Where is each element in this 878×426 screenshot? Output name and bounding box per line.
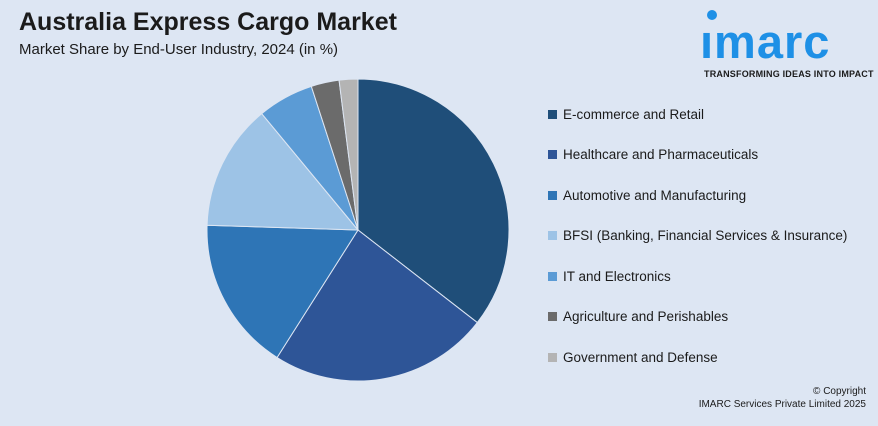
legend-label: Agriculture and Perishables xyxy=(563,309,729,324)
legend-item: BFSI (Banking, Financial Services & Insu… xyxy=(548,226,847,246)
copyright-notice: © Copyright IMARC Services Private Limit… xyxy=(699,385,866,411)
legend-swatch xyxy=(548,150,557,159)
legend-item: Government and Defense xyxy=(548,347,847,367)
chart-subtitle: Market Share by End-User Industry, 2024 … xyxy=(19,41,339,58)
logo-wordmark: ımarc xyxy=(700,15,831,68)
legend-item: Healthcare and Pharmaceuticals xyxy=(548,145,847,165)
pie-slice-government-and-defense xyxy=(338,78,359,231)
legend-swatch xyxy=(548,231,557,240)
chart-title: Australia Express Cargo Market xyxy=(19,8,397,36)
legend-item: E-commerce and Retail xyxy=(548,104,847,124)
copyright-line-1: © Copyright xyxy=(813,386,866,397)
legend-label: Government and Defense xyxy=(563,349,718,365)
legend-item: Automotive and Manufacturing xyxy=(548,185,847,205)
legend-label: BFSI (Banking, Financial Services & Insu… xyxy=(563,228,848,243)
logo-tagline: TRANSFORMING IDEAS INTO IMPACT xyxy=(704,69,874,79)
imarc-logo: ımarc TRANSFORMING IDEAS INTO IMPACT xyxy=(700,8,874,80)
pie-slice-e-commerce-and-retail xyxy=(357,78,510,324)
legend-swatch xyxy=(548,271,557,281)
legend-label: Healthcare and Pharmaceuticals xyxy=(563,147,759,162)
legend-swatch xyxy=(548,352,557,362)
logo-dot-icon xyxy=(707,10,717,20)
pie-slice-automotive-and-manufacturing xyxy=(206,224,359,359)
legend-item: IT and Electronics xyxy=(548,266,847,286)
legend-swatch xyxy=(548,190,557,200)
pie-slice-bfsi-banking-financial-services-insurance xyxy=(206,112,360,231)
legend-label: IT and Electronics xyxy=(563,268,671,284)
legend-label: E-commerce and Retail xyxy=(563,106,705,122)
copyright-line-2: IMARC Services Private Limited 2025 xyxy=(698,399,866,410)
legend-swatch xyxy=(548,109,557,119)
pie-slice-healthcare-and-pharmaceuticals xyxy=(276,229,479,382)
legend-label: Automotive and Manufacturing xyxy=(563,187,747,203)
legend-item: Agriculture and Perishables xyxy=(548,307,847,327)
legend-swatch xyxy=(548,312,557,321)
chart-legend: E-commerce and Retail Healthcare and Phar… xyxy=(548,104,847,388)
